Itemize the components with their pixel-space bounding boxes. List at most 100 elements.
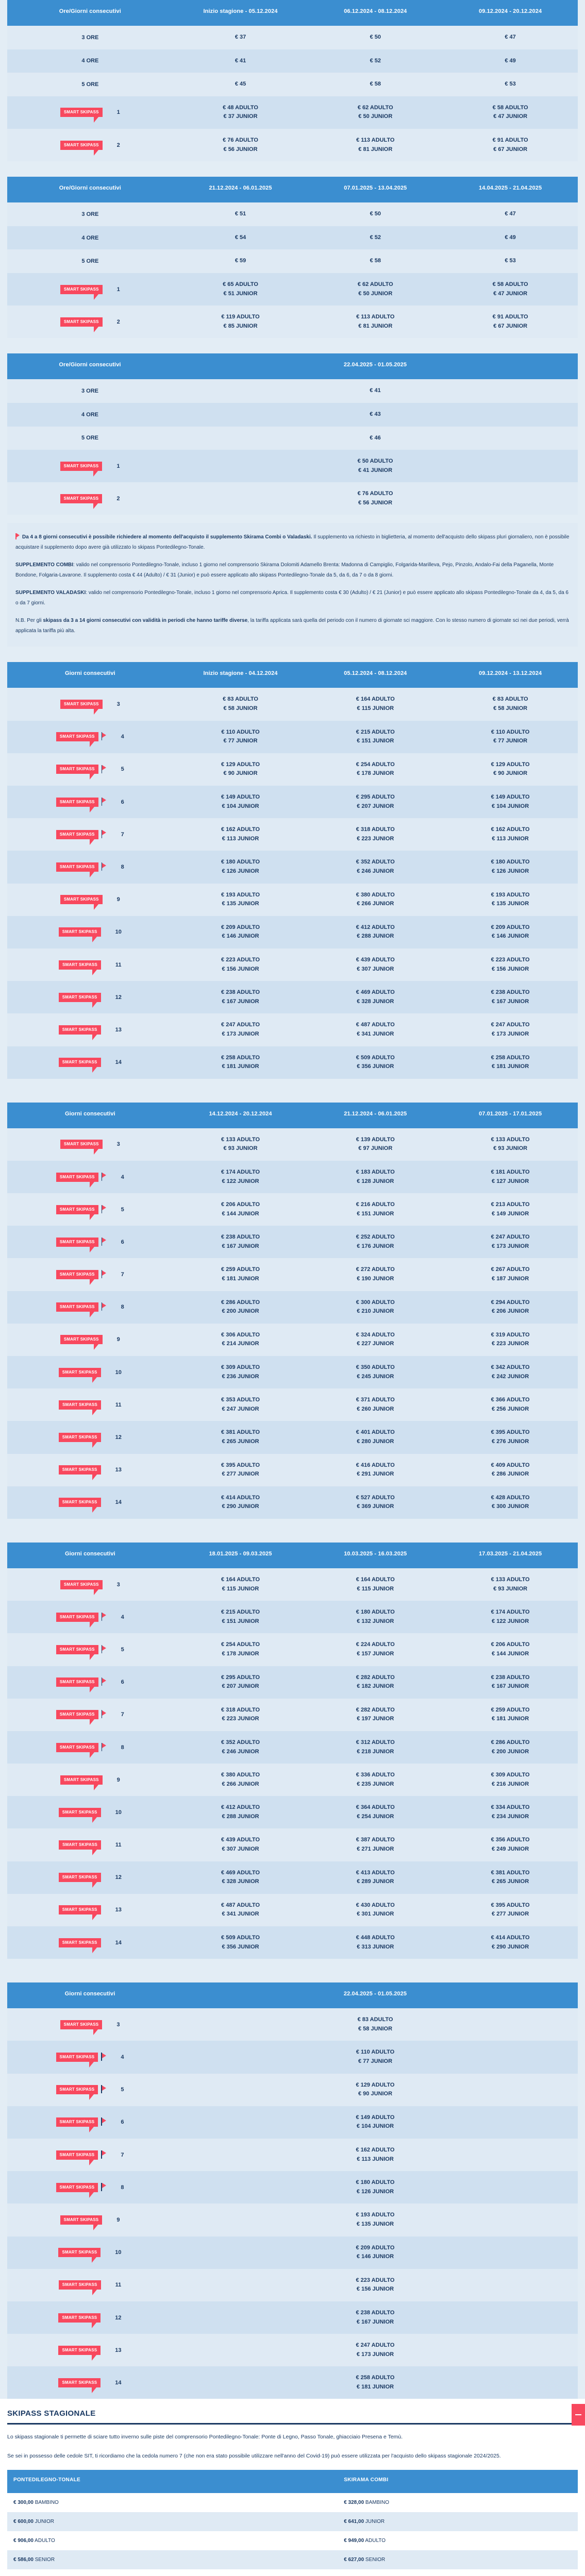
smart-skipass-badge[interactable]: SMART SKIPASS (56, 1677, 98, 1693)
smart-skipass-badge[interactable]: SMART SKIPASS (58, 1058, 101, 1073)
smart-skipass-badge[interactable]: SMART SKIPASS (56, 765, 98, 780)
price-cell: € 319 ADULTO € 223 JUNIOR (443, 1323, 578, 1357)
smart-skipass-badge[interactable]: SMART SKIPASS (60, 1775, 103, 1790)
smart-skipass-badge[interactable]: SMART SKIPASS (56, 1172, 98, 1188)
price-line: € 247 ADULTO (356, 2342, 395, 2349)
row-label: 14 (115, 2379, 122, 2386)
smart-skipass-badge[interactable]: SMART SKIPASS (60, 700, 103, 715)
smart-skipass-badge[interactable]: SMART SKIPASS (58, 1905, 101, 1921)
price-line: € 469 ADULTO (221, 1869, 260, 1876)
season-table-row: € 586,00 SENIOR € 627,00 SENIOR (7, 2550, 578, 2570)
table-row: SMART SKIPASS 1 € 48 ADULTO € 37 JUNIOR € 62… (7, 96, 578, 129)
price-line: € 174 ADULTO (491, 1609, 530, 1616)
smart-skipass-badge[interactable]: SMART SKIPASS (56, 1237, 98, 1252)
season-price-pontedilegno: € 586,00 SENIOR (7, 2550, 338, 2570)
smart-skipass-badge[interactable]: SMART SKIPASS (58, 1367, 101, 1383)
table-row: SMART SKIPASS 10 € 209 ADULTO € 146 JUNIOR (7, 2236, 578, 2269)
price-line: € 200 JUNIOR (222, 1308, 259, 1315)
smart-skipass-badge[interactable]: SMART SKIPASS (58, 2280, 101, 2296)
price-line: € 85 JUNIOR (223, 323, 258, 329)
accordion-collapse-button[interactable] (572, 2404, 585, 2426)
smart-skipass-badge[interactable]: SMART SKIPASS (58, 992, 101, 1008)
smart-skipass-badge-wrap: SMART SKIPASS (56, 1710, 107, 1725)
smart-skipass-badge[interactable]: SMART SKIPASS (56, 1205, 98, 1220)
smart-skipass-badge[interactable]: SMART SKIPASS (56, 1710, 98, 1725)
smart-skipass-badge[interactable]: SMART SKIPASS (56, 862, 98, 877)
table-header-row: Giorni consecutivi 18.01.2025 - 09.03.202… (7, 1542, 578, 1568)
smart-skipass-badge[interactable]: SMART SKIPASS (60, 317, 103, 332)
smart-skipass-badge-wrap: SMART SKIPASS (56, 1742, 107, 1758)
smart-skipass-badge[interactable]: SMART SKIPASS (56, 1270, 98, 1285)
smart-skipass-badge[interactable]: SMART SKIPASS (56, 1645, 98, 1660)
table-row: SMART SKIPASS 8 € 180 ADULTO € 126 JUNIOR € … (7, 851, 578, 884)
price-line: € 207 JUNIOR (357, 803, 394, 809)
price-cell: € 272 ADULTO € 190 JUNIOR (308, 1258, 443, 1291)
smart-skipass-badge[interactable]: SMART SKIPASS (58, 927, 101, 943)
smart-skipass-badge[interactable]: SMART SKIPASS (60, 2215, 103, 2230)
smart-skipass-badge[interactable]: SMART SKIPASS (58, 1465, 101, 1481)
smart-skipass-badge[interactable]: SMART SKIPASS (60, 108, 103, 123)
smart-skipass-badge[interactable]: SMART SKIPASS (56, 2150, 98, 2165)
price-line: € 41 (235, 57, 246, 64)
column-header: Inizio stagione - 04.12.2024 (173, 662, 308, 688)
smart-skipass-badge[interactable]: SMART SKIPASS (60, 1140, 103, 1155)
smart-skipass-badge[interactable]: SMART SKIPASS (60, 461, 103, 477)
flag-icon (101, 765, 107, 773)
smart-skipass-badge[interactable]: SMART SKIPASS (58, 1498, 101, 1513)
price-cell: € 282 ADULTO € 197 JUNIOR (308, 1698, 443, 1731)
season-price-table: PONTEDILEGNO-TONALE SKIRAMA COMBI € 300,… (7, 2470, 578, 2570)
row-label-cell: SMART SKIPASS 13 (7, 1453, 173, 1486)
smart-skipass-badge[interactable]: SMART SKIPASS (56, 797, 98, 812)
smart-skipass-badge[interactable]: SMART SKIPASS (56, 829, 98, 845)
row-label-cell: 5 ORE (7, 249, 173, 273)
smart-skipass-badge[interactable]: SMART SKIPASS (60, 1580, 103, 1595)
flag-icon (101, 2117, 106, 2126)
price-cell: € 65 ADULTO € 51 JUNIOR (173, 273, 308, 306)
smart-skipass-badge[interactable]: SMART SKIPASS (60, 2020, 103, 2035)
smart-skipass-badge[interactable]: SMART SKIPASS (56, 2117, 98, 2133)
table-row: SMART SKIPASS 10 € 209 ADULTO € 146 JUNIOR €… (7, 916, 578, 948)
price-line: € 246 JUNIOR (357, 868, 394, 874)
smart-skipass-badge[interactable]: SMART SKIPASS (58, 1807, 101, 1823)
smart-skipass-badge[interactable]: SMART SKIPASS (56, 2085, 98, 2100)
note-nb-prefix: N.B. Per gli (15, 618, 43, 624)
smart-skipass-badge[interactable]: SMART SKIPASS (58, 1938, 101, 1953)
price-cell: € 439 ADULTO € 307 JUNIOR (308, 948, 443, 981)
smart-skipass-badge[interactable]: SMART SKIPASS (56, 1742, 98, 1758)
table-row: 4 ORE € 43 (7, 402, 578, 427)
price-cell: € 439 ADULTO € 307 JUNIOR (173, 1828, 308, 1861)
smart-skipass-badge[interactable]: SMART SKIPASS (56, 1612, 98, 1628)
smart-skipass-badge[interactable]: SMART SKIPASS (58, 2345, 101, 2361)
smart-skipass-badge[interactable]: SMART SKIPASS (56, 2182, 98, 2198)
price-line: € 83 ADULTO (223, 696, 258, 703)
smart-skipass-badge[interactable]: SMART SKIPASS (58, 1433, 101, 1448)
price-line: € 167 JUNIOR (492, 998, 529, 1005)
table-row: SMART SKIPASS 4 € 110 ADULTO € 77 JUNIOR € 2… (7, 720, 578, 753)
smart-skipass-badge[interactable]: SMART SKIPASS (60, 895, 103, 910)
smart-skipass-badge[interactable]: SMART SKIPASS (58, 1025, 101, 1040)
smart-skipass-badge[interactable]: SMART SKIPASS (56, 1302, 98, 1318)
smart-skipass-badge[interactable]: SMART SKIPASS (58, 2378, 101, 2393)
smart-skipass-badge-wrap: SMART SKIPASS (59, 1840, 101, 1856)
smart-skipass-badge[interactable]: SMART SKIPASS (59, 960, 101, 975)
price-line: € 245 JUNIOR (357, 1373, 394, 1380)
smart-skipass-badge[interactable]: SMART SKIPASS (56, 2053, 98, 2067)
smart-skipass-badge[interactable]: SMART SKIPASS (60, 140, 103, 156)
smart-skipass-badge[interactable]: SMART SKIPASS (59, 1840, 101, 1856)
smart-skipass-badge[interactable]: SMART SKIPASS (60, 494, 103, 509)
row-label: 9 (116, 896, 120, 903)
smart-skipass-badge[interactable]: SMART SKIPASS (60, 284, 103, 300)
smart-skipass-badge[interactable]: SMART SKIPASS (59, 1400, 101, 1415)
row-label: 3 ORE (81, 211, 99, 217)
smart-skipass-badge[interactable]: SMART SKIPASS (58, 2313, 101, 2328)
smart-skipass-badge[interactable]: SMART SKIPASS (58, 2248, 101, 2263)
price-cell: € 133 ADULTO € 93 JUNIOR (173, 1128, 308, 1161)
table-row: SMART SKIPASS 6 € 238 ADULTO € 167 JUNIOR € … (7, 1226, 578, 1259)
price-line: € 267 ADULTO (491, 1266, 530, 1273)
table-row: SMART SKIPASS 6 € 149 ADULTO € 104 JUNIOR € … (7, 786, 578, 819)
table-row: SMART SKIPASS 7 € 318 ADULTO € 223 JUNIOR € … (7, 1698, 578, 1731)
smart-skipass-badge[interactable]: SMART SKIPASS (58, 1873, 101, 1888)
table-row: SMART SKIPASS 8 € 180 ADULTO € 126 JUNIOR (7, 2171, 578, 2204)
smart-skipass-badge[interactable]: SMART SKIPASS (56, 732, 98, 748)
smart-skipass-badge[interactable]: SMART SKIPASS (60, 1335, 103, 1350)
